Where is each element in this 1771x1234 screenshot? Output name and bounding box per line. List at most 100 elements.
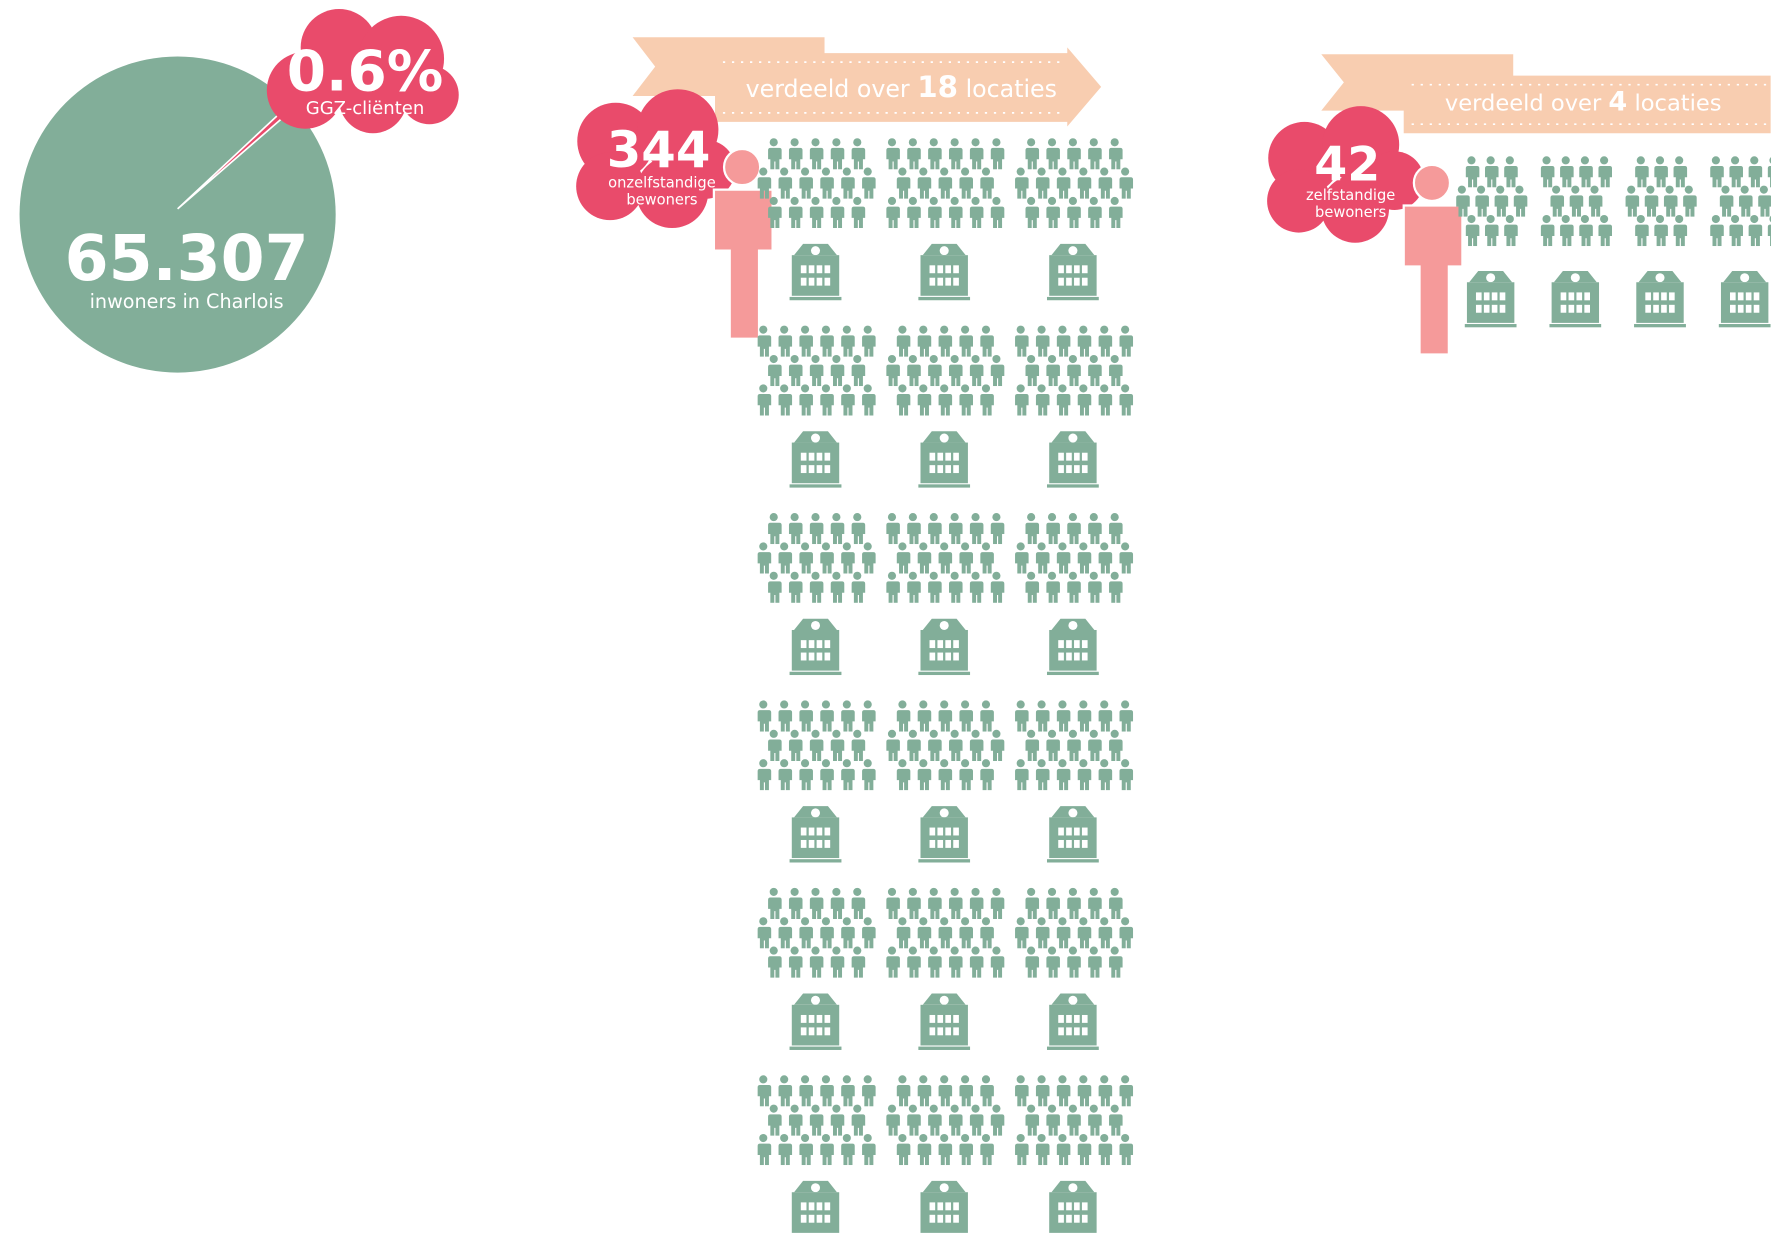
resident-icon xyxy=(1466,215,1480,246)
banner-text: verdeeld over 4 locaties xyxy=(1445,87,1722,118)
resident-icon xyxy=(897,542,911,573)
resident-icon xyxy=(1088,197,1102,228)
resident-icon xyxy=(810,947,824,978)
resident-icon xyxy=(768,513,782,544)
resident-icon xyxy=(831,572,845,603)
resident-icon xyxy=(907,513,921,544)
resident-icon xyxy=(1025,197,1039,228)
resident-icon xyxy=(980,542,994,573)
resident-icon xyxy=(758,700,772,731)
resident-icon xyxy=(928,138,942,169)
resident-icon xyxy=(789,355,803,386)
resident-icon xyxy=(897,326,911,357)
location-group xyxy=(758,888,876,1050)
resident-icon xyxy=(1635,156,1649,187)
resident-icon xyxy=(1067,572,1081,603)
resident-icon xyxy=(1015,917,1029,948)
location-group xyxy=(1015,1075,1133,1234)
resident-icon xyxy=(852,572,866,603)
resident-icon xyxy=(862,1134,876,1165)
resident-icon xyxy=(980,168,994,199)
resident-icon xyxy=(980,700,994,731)
resident-icon xyxy=(1466,156,1480,187)
resident-icon xyxy=(831,1105,845,1136)
resident-icon xyxy=(1078,326,1092,357)
resident-icon xyxy=(918,700,932,731)
resident-icon xyxy=(970,947,984,978)
resident-icon xyxy=(1099,384,1113,415)
resident-icon xyxy=(1046,1105,1060,1136)
count-value: 42 xyxy=(1314,138,1380,193)
resident-icon xyxy=(970,197,984,228)
resident-icon xyxy=(1109,197,1123,228)
resident-icon xyxy=(810,513,824,544)
resident-icon xyxy=(949,138,963,169)
resident-icon xyxy=(1635,215,1649,246)
resident-icon xyxy=(810,355,824,386)
resident-icon xyxy=(907,355,921,386)
resident-icon xyxy=(862,759,876,790)
resident-icon xyxy=(810,138,824,169)
resident-icon xyxy=(1119,759,1133,790)
resident-icon xyxy=(939,917,953,948)
resident-icon xyxy=(907,197,921,228)
resident-icon xyxy=(1504,215,1518,246)
resident-icon xyxy=(959,384,973,415)
resident-icon xyxy=(897,384,911,415)
resident-icon xyxy=(1088,513,1102,544)
resident-icon xyxy=(970,138,984,169)
resident-icon xyxy=(768,572,782,603)
resident-icon xyxy=(1119,700,1133,731)
resident-icon xyxy=(841,326,855,357)
resident-icon xyxy=(1078,1075,1092,1106)
resident-icon xyxy=(1109,355,1123,386)
resident-icon xyxy=(1078,542,1092,573)
resident-icon xyxy=(991,355,1005,386)
location-icon xyxy=(1047,994,1099,1050)
resident-icon xyxy=(897,917,911,948)
location-group xyxy=(1015,513,1133,675)
resident-icon xyxy=(1036,917,1050,948)
resident-icon xyxy=(939,326,953,357)
resident-icon xyxy=(820,759,834,790)
resident-icon xyxy=(1550,186,1564,217)
resident-icon xyxy=(1099,917,1113,948)
resident-icon xyxy=(758,1134,772,1165)
resident-icon xyxy=(886,572,900,603)
banner-prefix: verdeeld over xyxy=(1445,91,1602,117)
resident-icon xyxy=(1067,730,1081,761)
location-group xyxy=(886,888,1004,1050)
resident-icon xyxy=(779,759,793,790)
resident-icon xyxy=(1036,326,1050,357)
location-group xyxy=(758,700,876,862)
resident-icon xyxy=(789,197,803,228)
resident-icon xyxy=(918,168,932,199)
resident-icon xyxy=(928,572,942,603)
banner-prefix: verdeeld over xyxy=(746,75,910,103)
resident-icon xyxy=(820,384,834,415)
count-value: 344 xyxy=(607,121,711,179)
resident-icon xyxy=(928,888,942,919)
resident-icon xyxy=(820,917,834,948)
resident-icon xyxy=(959,542,973,573)
resident-icon xyxy=(907,138,921,169)
resident-icon xyxy=(897,168,911,199)
location-icon xyxy=(1549,271,1601,327)
resident-icon xyxy=(758,384,772,415)
resident-icon xyxy=(758,326,772,357)
resident-icon xyxy=(1015,700,1029,731)
resident-icon xyxy=(1025,572,1039,603)
resident-icon xyxy=(820,700,834,731)
resident-icon xyxy=(886,947,900,978)
resident-icon xyxy=(949,947,963,978)
resident-icon xyxy=(1088,888,1102,919)
location-group xyxy=(758,138,876,300)
resident-icon xyxy=(980,759,994,790)
resident-icon xyxy=(1046,355,1060,386)
resident-icon xyxy=(831,888,845,919)
resident-icon xyxy=(949,572,963,603)
resident-icon xyxy=(991,947,1005,978)
resident-icon xyxy=(980,326,994,357)
resident-icon xyxy=(991,572,1005,603)
resident-icon xyxy=(831,513,845,544)
